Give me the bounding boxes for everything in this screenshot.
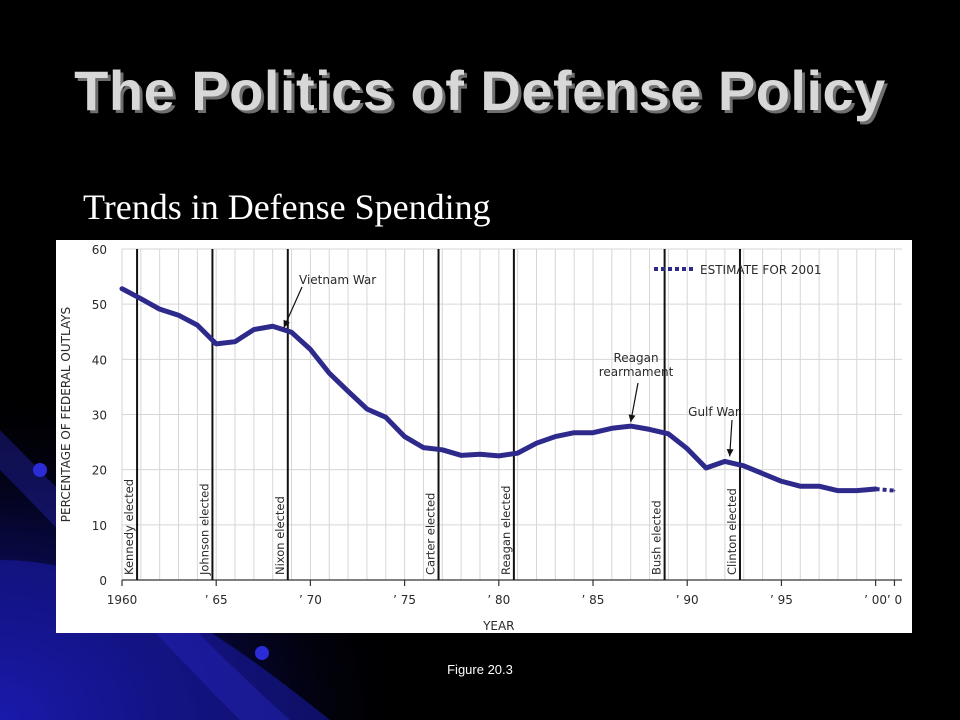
x-tick-label: ’ 0 (887, 593, 902, 607)
y-tick-label: 0 (99, 574, 107, 588)
event-line-label: Nixon elected (273, 496, 287, 575)
data-point (196, 324, 199, 326)
y-tick-label: 40 (92, 353, 107, 367)
data-point (629, 425, 632, 427)
data-point (837, 489, 839, 492)
annotation-label: rearmament (599, 365, 674, 379)
data-point (573, 431, 575, 434)
x-tick-label: ’ 95 (770, 593, 793, 607)
data-point (140, 297, 142, 300)
event-line-label: Kennedy elected (122, 479, 136, 575)
event-line-label: Clinton elected (725, 488, 739, 575)
data-point (328, 372, 331, 374)
data-point (554, 435, 557, 438)
event-line-label: Johnson elected (197, 483, 211, 576)
data-point (705, 467, 707, 469)
data-point (253, 328, 255, 331)
event-line-label: Bush elected (650, 500, 664, 575)
data-point (648, 428, 651, 431)
data-point (855, 489, 858, 492)
data-point (215, 343, 218, 345)
y-tick-label: 60 (92, 243, 107, 257)
legend-label: ESTIMATE FOR 2001 (700, 263, 821, 277)
defense-spending-chart: 0 10 20 30 40 50 60 1960 ’ 65 ’ 70 ’ 75 ’ 80 ’ 85 ’ 9… (59, 243, 902, 633)
data-point (686, 447, 689, 450)
data-point (121, 287, 123, 290)
y-axis-label: PERCENTAGE OF FEDERAL OUTLAYS (59, 307, 73, 522)
data-point (667, 433, 670, 435)
data-point (516, 452, 519, 454)
annotation-arrowhead (726, 448, 734, 457)
annotation-arrowhead (628, 414, 636, 423)
data-point (818, 485, 820, 488)
y-tick-label: 50 (92, 298, 107, 312)
x-tick-label: ’ 85 (582, 593, 605, 607)
data-point (874, 488, 877, 490)
x-tick-label: ’ 90 (676, 593, 699, 607)
slide-subtitle: Trends in Defense Spending (83, 187, 491, 227)
data-point (498, 455, 500, 457)
data-point (893, 489, 896, 492)
data-point (592, 431, 594, 434)
data-point (271, 325, 274, 328)
annotation-label: Reagan (613, 351, 658, 365)
decor-dot (255, 646, 269, 660)
data-point (234, 340, 236, 343)
data-point (742, 465, 745, 467)
data-point (724, 460, 726, 463)
decor-dot (33, 463, 47, 477)
event-line-label: Carter elected (424, 493, 438, 575)
data-point (403, 435, 406, 438)
chart-panel: 0 10 20 30 40 50 60 1960 ’ 65 ’ 70 ’ 75 ’ 80 ’ 85 ’ 9… (56, 240, 912, 633)
annotation-label: Gulf War (688, 405, 740, 419)
x-tick-label: ’ 65 (205, 593, 228, 607)
data-point (384, 416, 387, 419)
data-point (347, 390, 349, 393)
x-tick-label: 1960 (107, 593, 138, 607)
data-point (309, 348, 312, 351)
y-tick-label: 10 (92, 519, 107, 533)
data-point (177, 314, 180, 316)
data-point (366, 408, 368, 410)
annotation-label: Vietnam War (299, 273, 376, 287)
x-tick-label: ’ 80 (487, 593, 510, 607)
y-tick-label: 20 (92, 464, 107, 478)
data-point (611, 427, 613, 430)
annotation-arrow (283, 286, 303, 328)
estimate-series-line (875, 486, 895, 493)
figure-caption: Figure 20.3 (447, 662, 513, 677)
x-axis-label: YEAR (482, 619, 514, 633)
data-point (479, 453, 481, 456)
data-point (290, 331, 293, 334)
data-point (535, 442, 538, 444)
y-tick-label: 30 (92, 409, 107, 423)
data-point (761, 472, 764, 475)
data-point (441, 449, 444, 451)
annotation-arrowhead (283, 319, 290, 328)
data-point (158, 308, 161, 310)
event-line-label: Reagan elected (499, 486, 513, 575)
data-point (422, 446, 425, 449)
data-point (799, 485, 802, 488)
data-point (780, 480, 783, 483)
slide-title: The Politics of Defense Policy (74, 59, 886, 122)
data-point (460, 454, 462, 457)
x-tick-label: ’ 70 (299, 593, 322, 607)
x-tick-label: ’ 75 (393, 593, 416, 607)
x-tick-label: ’ 00 (864, 593, 887, 607)
